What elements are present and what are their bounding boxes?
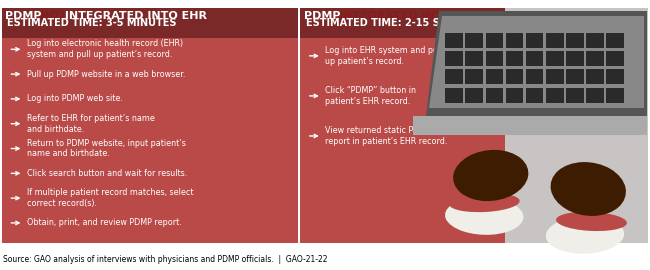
Text: Pull up PDMP website in a web browser.: Pull up PDMP website in a web browser.: [27, 70, 185, 79]
Text: PDMP: PDMP: [304, 11, 344, 21]
Bar: [506, 51, 523, 66]
Text: Log into PDMP web site.: Log into PDMP web site.: [27, 94, 122, 103]
Bar: [566, 88, 584, 103]
Bar: [586, 88, 604, 103]
Bar: [606, 88, 624, 103]
Bar: [546, 33, 564, 48]
Text: Source: GAO analysis of interviews with physicians and PDMP officials.  |  GAO-2: Source: GAO analysis of interviews with …: [3, 255, 328, 264]
Bar: [486, 51, 503, 66]
Bar: [546, 88, 564, 103]
Bar: [566, 69, 584, 84]
Bar: [546, 51, 564, 66]
Bar: [465, 33, 483, 48]
Bar: [300, 8, 505, 243]
Ellipse shape: [551, 162, 626, 216]
Ellipse shape: [556, 212, 627, 231]
Bar: [486, 33, 503, 48]
Bar: [465, 69, 483, 84]
Text: Return to PDMP website, input patient’s
name and birthdate.: Return to PDMP website, input patient’s …: [27, 139, 185, 158]
Bar: [506, 69, 523, 84]
Bar: [465, 88, 483, 103]
Text: Log into EHR system and pull
up patient’s record.: Log into EHR system and pull up patient’…: [325, 46, 443, 66]
Bar: [2, 8, 298, 243]
Text: PDMP: PDMP: [5, 11, 46, 21]
Bar: [606, 33, 624, 48]
Ellipse shape: [445, 197, 523, 235]
Text: NOT: NOT: [40, 11, 67, 21]
Bar: [526, 69, 543, 84]
Bar: [486, 69, 503, 84]
Text: Log into electronic health record (EHR)
system and pull up patient’s record.: Log into electronic health record (EHR) …: [27, 39, 183, 59]
Bar: [300, 8, 505, 38]
Text: Click search button and wait for results.: Click search button and wait for results…: [27, 169, 187, 178]
Bar: [486, 88, 503, 103]
Bar: [526, 88, 543, 103]
Bar: [2, 8, 298, 38]
Text: Click “PDMP” button in
patient’s EHR record.: Click “PDMP” button in patient’s EHR rec…: [325, 86, 416, 106]
Bar: [445, 33, 463, 48]
Bar: [586, 69, 604, 84]
Bar: [300, 8, 648, 243]
Bar: [606, 51, 624, 66]
Polygon shape: [426, 11, 647, 116]
Ellipse shape: [453, 150, 528, 201]
Bar: [586, 33, 604, 48]
Text: Obtain, print, and review PDMP report.: Obtain, print, and review PDMP report.: [27, 218, 181, 227]
Bar: [506, 88, 523, 103]
Bar: [526, 51, 543, 66]
Bar: [526, 33, 543, 48]
Bar: [566, 51, 584, 66]
Text: INTEGRATED INTO EHR: INTEGRATED INTO EHR: [339, 11, 481, 21]
Ellipse shape: [546, 216, 624, 254]
Text: ESTIMATED TIME: 3-5 MINUTES: ESTIMATED TIME: 3-5 MINUTES: [7, 18, 177, 28]
Bar: [445, 51, 463, 66]
Text: View returned static PDMP
report in patient’s EHR record.: View returned static PDMP report in pati…: [325, 126, 447, 146]
Text: If multiple patient record matches, select
correct record(s).: If multiple patient record matches, sele…: [27, 188, 193, 208]
Bar: [566, 33, 584, 48]
Polygon shape: [413, 116, 647, 135]
Polygon shape: [429, 16, 644, 108]
Bar: [506, 33, 523, 48]
Text: Refer to EHR for patient’s name
and birthdate.: Refer to EHR for patient’s name and birt…: [27, 114, 155, 134]
Ellipse shape: [448, 193, 520, 212]
Bar: [445, 88, 463, 103]
Bar: [445, 69, 463, 84]
Bar: [586, 51, 604, 66]
Bar: [546, 69, 564, 84]
Text: INTEGRATED INTO EHR: INTEGRATED INTO EHR: [61, 11, 207, 21]
Text: ESTIMATED TIME: 2-15 SECONDS: ESTIMATED TIME: 2-15 SECONDS: [306, 18, 485, 28]
Bar: [606, 69, 624, 84]
Bar: [465, 51, 483, 66]
